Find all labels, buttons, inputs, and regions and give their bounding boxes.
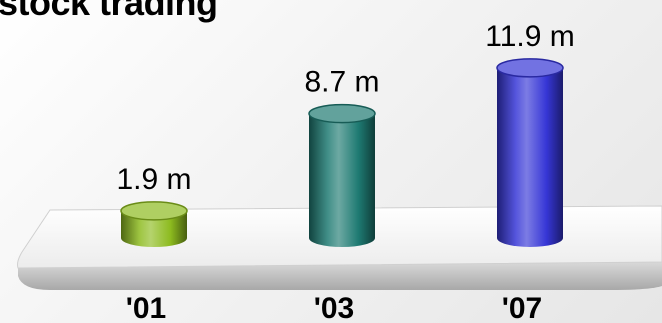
platform-side <box>18 262 662 290</box>
bars-layer <box>120 58 564 247</box>
data-label-2: 11.9 m <box>485 20 575 53</box>
category-label-2: '07 <box>502 292 543 323</box>
bar-top-2 <box>496 58 564 78</box>
chart-title: stock trading <box>0 0 218 23</box>
bar-top-1 <box>308 103 376 124</box>
bar-0 <box>121 210 187 247</box>
data-label-1: 8.7 m <box>304 66 379 99</box>
bar-1 <box>309 113 375 247</box>
data-label-0: 1.9 m <box>116 163 191 196</box>
bar-top-0 <box>120 201 188 221</box>
category-label-1: '03 <box>314 292 355 323</box>
labels-layer: 1.9 m '01 8.7 m '03 11.9 m '07 <box>116 20 574 323</box>
category-label-0: '01 <box>126 292 167 323</box>
bar-2 <box>497 67 563 247</box>
